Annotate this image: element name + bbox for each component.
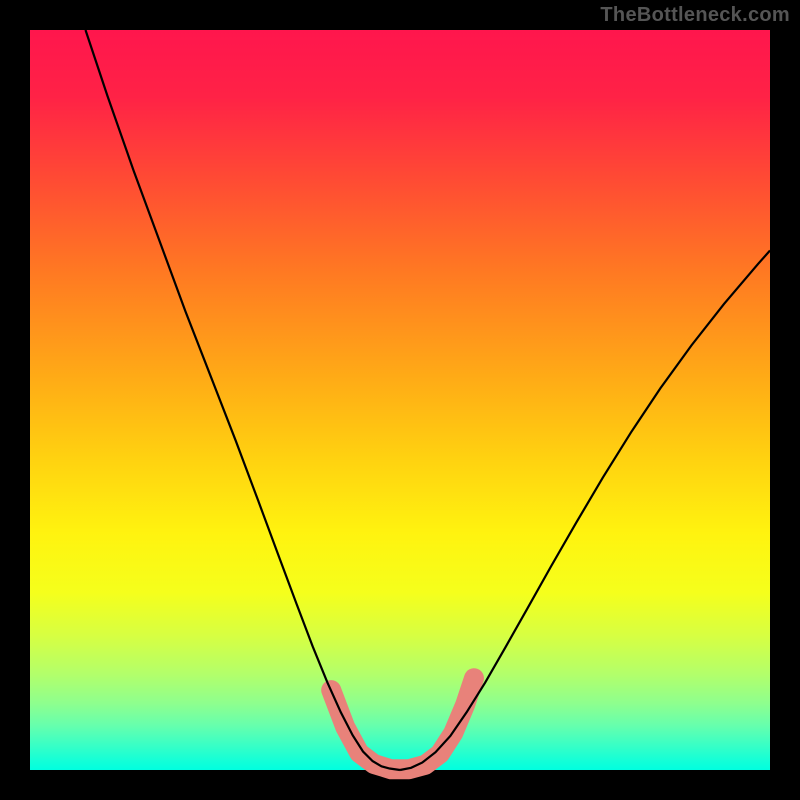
plot-background <box>30 30 770 770</box>
watermark-text: TheBottleneck.com <box>600 4 790 27</box>
chart-container: TheBottleneck.com <box>0 0 800 800</box>
bottleneck-chart <box>0 0 800 800</box>
